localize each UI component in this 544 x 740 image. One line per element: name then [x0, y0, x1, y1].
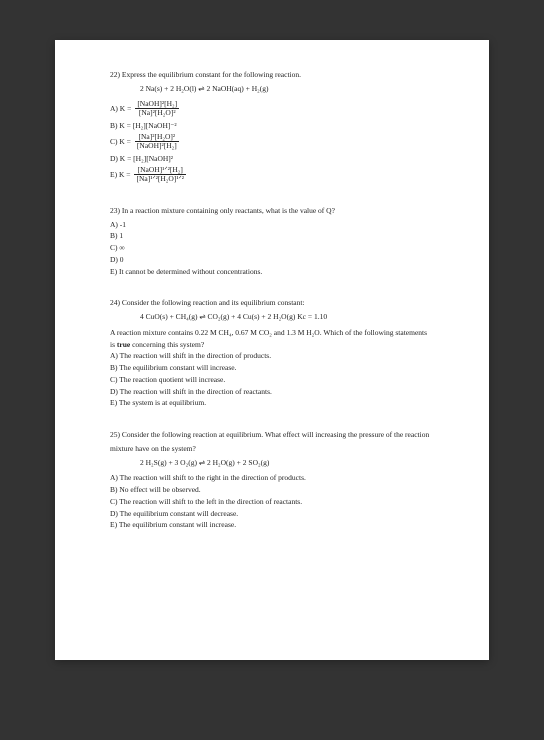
q24-option-d: D) The reaction will shift in the direct… [110, 387, 434, 397]
q24-reaction: 4 CuO(s) + CH₄(g) ⇌ CO₂(g) + 4 Cu(s) + 2… [140, 312, 434, 322]
q24-option-e: E) The system is at equilibrium. [110, 398, 434, 408]
q23-option-c: C) ∞ [110, 243, 434, 253]
q23-option-b: B) 1 [110, 231, 434, 241]
q22-prompt: 22) Express the equilibrium constant for… [110, 70, 434, 80]
question-24: 24) Consider the following reaction and … [110, 298, 434, 408]
q22-option-e: E) K = [NaOH]¹ᐟ²[H₂] [Na]¹ᐟ²[H₂O]¹ᐟ² [110, 166, 434, 184]
q25-option-c: C) The reaction will shift to the left i… [110, 497, 434, 507]
q22-option-a: A) K = [NaOH]²[H₂] [Na]²[H₂O]² [110, 100, 434, 118]
text: is [110, 340, 117, 349]
q25-reaction: 2 H₂S(g) + 3 O₂(g) ⇌ 2 H₂O(g) + 2 SO₂(g) [140, 458, 434, 468]
q24-option-a: A) The reaction will shift in the direct… [110, 351, 434, 361]
q23-option-a: A) -1 [110, 220, 434, 230]
q22-option-b: B) K = [H₂][NaOH]⁻² [110, 121, 434, 131]
q24-option-c: C) The reaction quotient will increase. [110, 375, 434, 385]
fraction: [Na]²[H₂O]² [NaOH]²[H₂] [135, 133, 179, 151]
bold-text: true [117, 340, 130, 349]
q24-desc-line1: A reaction mixture contains 0.22 M CH₄, … [110, 328, 434, 338]
q25-option-e: E) The equilibrium constant will increas… [110, 520, 434, 530]
fraction: [NaOH]¹ᐟ²[H₂] [Na]¹ᐟ²[H₂O]¹ᐟ² [134, 166, 186, 184]
q23-prompt: 23) In a reaction mixture containing onl… [110, 206, 434, 216]
question-22: 22) Express the equilibrium constant for… [110, 70, 434, 184]
q24-desc-line2: is true concerning this system? [110, 340, 434, 350]
q22-option-c: C) K = [Na]²[H₂O]² [NaOH]²[H₂] [110, 133, 434, 151]
text: concerning this system? [130, 340, 204, 349]
q24-option-b: B) The equilibrium constant will increas… [110, 363, 434, 373]
question-23: 23) In a reaction mixture containing onl… [110, 206, 434, 277]
q25-prompt-line1: 25) Consider the following reaction at e… [110, 430, 434, 440]
q25-option-d: D) The equilibrium constant will decreas… [110, 509, 434, 519]
question-25: 25) Consider the following reaction at e… [110, 430, 434, 530]
fraction: [NaOH]²[H₂] [Na]²[H₂O]² [135, 100, 179, 118]
document-page: 22) Express the equilibrium constant for… [55, 40, 489, 660]
q23-option-d: D) 0 [110, 255, 434, 265]
option-label: C) K = [110, 137, 131, 147]
q25-prompt-line2: mixture have on the system? [110, 444, 434, 454]
q22-reaction: 2 Na(s) + 2 H₂O(l) ⇌ 2 NaOH(aq) + H₂(g) [140, 84, 434, 94]
q25-option-b: B) No effect will be observed. [110, 485, 434, 495]
denominator: [NaOH]²[H₂] [135, 142, 179, 151]
denominator: [Na]¹ᐟ²[H₂O]¹ᐟ² [134, 175, 186, 184]
q25-option-a: A) The reaction will shift to the right … [110, 473, 434, 483]
denominator: [Na]²[H₂O]² [135, 109, 179, 118]
q22-option-d: D) K = [H₂][NaOH]² [110, 154, 434, 164]
q24-prompt: 24) Consider the following reaction and … [110, 298, 434, 308]
option-label: A) K = [110, 104, 131, 114]
q23-option-e: E) It cannot be determined without conce… [110, 267, 434, 277]
option-label: E) K = [110, 170, 130, 180]
